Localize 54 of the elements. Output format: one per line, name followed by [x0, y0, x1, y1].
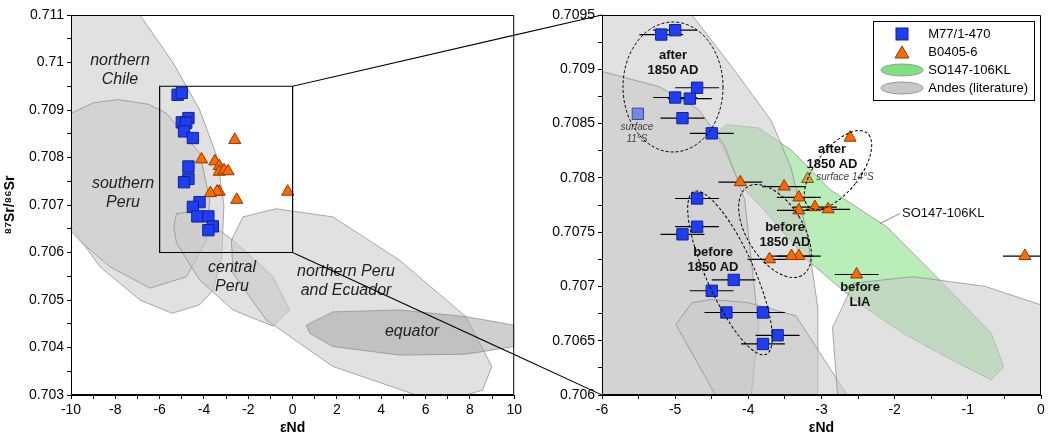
- y-tick-label: 0.7075: [552, 223, 596, 239]
- x-tick-label: -2: [242, 401, 255, 418]
- y-tick-label: 0.71: [36, 53, 65, 70]
- annotation: southern Peru: [91, 173, 155, 211]
- legend-label: Andes (literature): [928, 79, 1028, 97]
- x-tick-label: -3: [815, 401, 828, 418]
- y-tick-label: 0.708: [28, 148, 65, 165]
- x-tick-label: -4: [742, 401, 755, 418]
- x-tick-label: -5: [668, 401, 682, 418]
- annotation: surface 11°S: [620, 120, 654, 144]
- y-tick-label: 0.708: [559, 168, 596, 185]
- x-tick-label: -10: [60, 401, 82, 418]
- annotation: surface 14°S: [816, 170, 875, 182]
- x-tick-label: -1: [961, 401, 975, 418]
- y-tick-label: 0.705: [28, 290, 65, 307]
- annotation: equator: [384, 322, 440, 340]
- x-tick-label: 0: [288, 401, 297, 418]
- y-tick-label: 0.707: [559, 277, 596, 294]
- legend-label: M77/1-470: [928, 25, 991, 43]
- x-tick-label: 4: [377, 401, 386, 418]
- y-tick-label: 0.711: [30, 5, 65, 22]
- x-tick-label: 2: [333, 401, 342, 418]
- y-tick-label: 0.707: [28, 195, 65, 212]
- annotation: before LIA: [840, 278, 880, 310]
- annotation: SO147-106KL: [902, 205, 985, 221]
- y-tick-label: 0.709: [559, 60, 596, 77]
- x-axis-title: εNd: [279, 419, 306, 436]
- x-tick-label: -6: [153, 401, 167, 418]
- x-tick-label: 0: [1037, 401, 1046, 418]
- annotation: northern Chile: [90, 50, 150, 88]
- annotation: central Peru: [207, 257, 257, 295]
- y-tick-label: 0.703: [28, 385, 65, 402]
- y-tick-label: 0.7095: [552, 5, 596, 22]
- x-tick-label: -8: [109, 401, 122, 418]
- annotation: before 1850 AD: [759, 218, 811, 250]
- x-tick-label: -4: [197, 401, 211, 418]
- y-tick-label: 0.7085: [552, 114, 596, 131]
- legend-label: B0405-6: [928, 43, 978, 61]
- x-tick-label: 8: [465, 401, 474, 418]
- x-tick-label: -2: [888, 401, 902, 418]
- x-axis-title: εNd: [808, 419, 835, 436]
- y-tick-label: 0.709: [28, 100, 65, 117]
- x-tick-label: 10: [506, 401, 523, 418]
- y-tick-label: 0.706: [28, 243, 65, 260]
- y-axis-title: ⁸⁷Sr/⁸⁶Sr: [1, 174, 18, 235]
- annotation: after 1850 AD: [647, 46, 699, 78]
- y-tick-label: 0.7065: [552, 331, 596, 348]
- x-tick-label: 6: [421, 401, 430, 418]
- annotation: after 1850 AD: [806, 140, 858, 172]
- y-tick-label: 0.704: [28, 338, 65, 355]
- legend-label: SO147-106KL: [928, 61, 1011, 79]
- annotation: before 1850 AD: [687, 243, 739, 275]
- x-tick-label: -6: [595, 401, 609, 418]
- y-tick-label: 0.706: [559, 385, 596, 402]
